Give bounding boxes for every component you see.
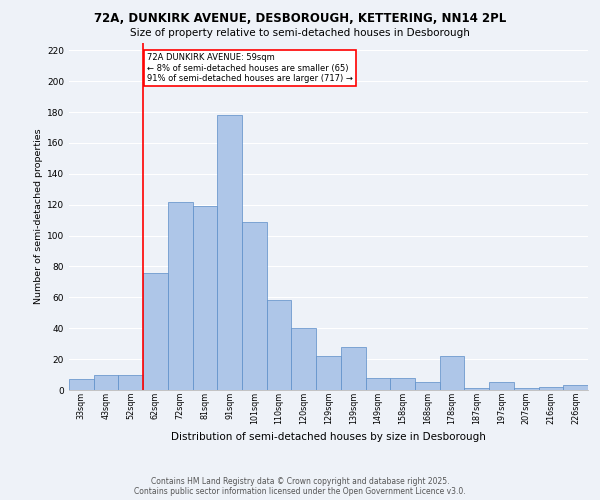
Bar bbox=[193, 206, 217, 390]
Bar bbox=[539, 387, 563, 390]
Bar bbox=[242, 222, 267, 390]
Bar bbox=[143, 272, 168, 390]
Text: 72A DUNKIRK AVENUE: 59sqm
← 8% of semi-detached houses are smaller (65)
91% of s: 72A DUNKIRK AVENUE: 59sqm ← 8% of semi-d… bbox=[147, 54, 353, 83]
Bar bbox=[94, 374, 118, 390]
Text: Contains HM Land Registry data © Crown copyright and database right 2025.
Contai: Contains HM Land Registry data © Crown c… bbox=[134, 476, 466, 496]
Bar bbox=[365, 378, 390, 390]
Text: Size of property relative to semi-detached houses in Desborough: Size of property relative to semi-detach… bbox=[130, 28, 470, 38]
Bar bbox=[69, 379, 94, 390]
Bar bbox=[341, 347, 365, 390]
X-axis label: Distribution of semi-detached houses by size in Desborough: Distribution of semi-detached houses by … bbox=[171, 432, 486, 442]
Bar bbox=[514, 388, 539, 390]
Bar bbox=[489, 382, 514, 390]
Bar bbox=[316, 356, 341, 390]
Text: 72A, DUNKIRK AVENUE, DESBOROUGH, KETTERING, NN14 2PL: 72A, DUNKIRK AVENUE, DESBOROUGH, KETTERI… bbox=[94, 12, 506, 26]
Bar bbox=[217, 115, 242, 390]
Bar bbox=[563, 386, 588, 390]
Bar bbox=[292, 328, 316, 390]
Bar bbox=[168, 202, 193, 390]
Bar bbox=[440, 356, 464, 390]
Y-axis label: Number of semi-detached properties: Number of semi-detached properties bbox=[34, 128, 43, 304]
Bar bbox=[390, 378, 415, 390]
Bar bbox=[267, 300, 292, 390]
Bar bbox=[415, 382, 440, 390]
Bar bbox=[464, 388, 489, 390]
Bar bbox=[118, 374, 143, 390]
